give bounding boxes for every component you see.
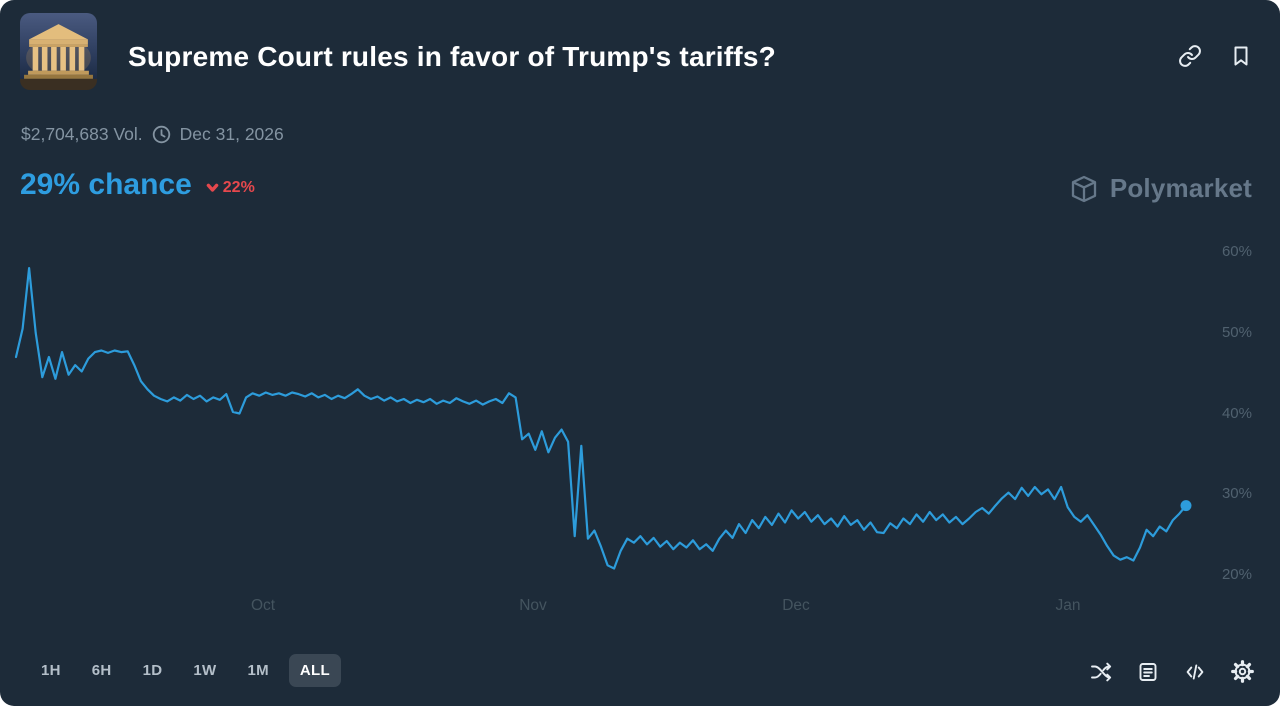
timeframe-1d[interactable]: 1D <box>132 654 174 687</box>
y-tick-label: 40% <box>1221 404 1252 422</box>
x-axis-label: Nov <box>519 597 547 614</box>
last-price-dot <box>1180 500 1192 512</box>
clock-icon <box>152 125 171 144</box>
embed-code-button[interactable] <box>1183 660 1207 684</box>
copy-link-button[interactable] <box>1178 44 1202 68</box>
y-tick-label: 30% <box>1221 485 1252 503</box>
polymarket-wordmark: Polymarket <box>1109 173 1252 203</box>
settings-button[interactable] <box>1230 659 1255 684</box>
timeframe-6h[interactable]: 6H <box>81 654 123 687</box>
timeframe-selector: 1H 6H 1D 1W 1M ALL <box>30 654 341 687</box>
price-summary: 29% chance 22% <box>20 168 255 202</box>
price-change-down-icon <box>206 183 219 192</box>
price-change: 22% <box>206 179 255 197</box>
timeframe-1h[interactable]: 1H <box>30 654 72 687</box>
chance-text: 29% chance <box>20 168 192 201</box>
market-title[interactable]: Supreme Court rules in favor of Trump's … <box>128 41 776 72</box>
x-axis-label: Dec <box>782 597 810 614</box>
y-tick-label: 20% <box>1221 566 1252 583</box>
header-actions <box>1178 44 1253 68</box>
bookmark-button[interactable] <box>1229 44 1253 68</box>
bookmark-icon <box>1234 46 1248 66</box>
footer-tools <box>1089 659 1255 684</box>
x-axis-label: Jan <box>1055 597 1081 614</box>
y-tick-label: 50% <box>1221 323 1252 341</box>
volume-text: $2,704,683 Vol. <box>21 124 143 144</box>
market-meta: $2,704,683 Vol. Dec 31, 2026 <box>21 124 284 145</box>
link-icon <box>1179 45 1201 67</box>
timeframe-1m[interactable]: 1M <box>236 654 279 687</box>
price-line <box>14 267 1188 570</box>
price-change-value: 22% <box>222 179 255 196</box>
compare-markets-button[interactable] <box>1089 660 1113 684</box>
x-axis-label: Oct <box>250 597 276 614</box>
timeframe-all[interactable]: ALL <box>288 654 341 687</box>
polymarket-brand[interactable]: Polymarket <box>1069 173 1252 204</box>
code-icon <box>1186 663 1204 680</box>
end-date-text: Dec 31, 2026 <box>179 124 284 144</box>
polymarket-logo-icon <box>1071 175 1096 202</box>
market-image <box>20 13 97 90</box>
shuffle-icon <box>1091 662 1112 681</box>
document-icon <box>1139 662 1157 681</box>
timeframe-1w[interactable]: 1W <box>182 654 227 687</box>
rules-button[interactable] <box>1136 660 1160 684</box>
supreme-court-building-image <box>20 13 97 90</box>
y-tick-label: 60% <box>1221 243 1252 260</box>
gear-icon <box>1231 660 1254 683</box>
